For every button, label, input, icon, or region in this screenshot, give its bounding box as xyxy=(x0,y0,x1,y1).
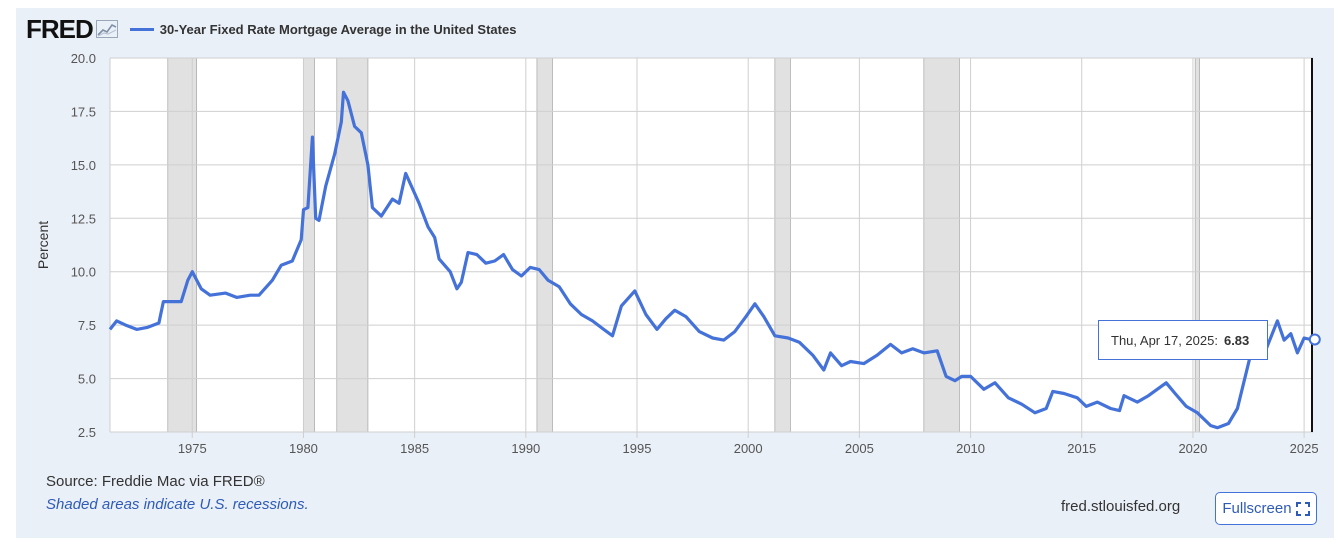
y-tick-label: 5.0 xyxy=(78,372,96,387)
recession-band xyxy=(923,57,960,433)
x-tick-label: 2010 xyxy=(956,441,985,456)
x-tick-labels: 1975 1980 1985 1990 1995 2000 2005 2010 2015 2020… xyxy=(178,441,1319,456)
recession-note: Shaded areas indicate U.S. recessions. xyxy=(46,496,309,513)
fred-logo[interactable]: FRED xyxy=(26,13,94,44)
x-tick-label: 2000 xyxy=(734,441,763,456)
x-tick-label: 2005 xyxy=(845,441,874,456)
y-tick-label: 10.0 xyxy=(71,265,96,280)
y-tick-label: 20.0 xyxy=(71,51,96,66)
recession-band xyxy=(536,57,553,433)
hover-tooltip: Thu, Apr 17, 2025: 6.83 xyxy=(1098,320,1268,360)
x-tick-label: 1995 xyxy=(623,441,652,456)
fullscreen-label: Fullscreen xyxy=(1222,500,1292,517)
source-text: Source: Freddie Mac via FRED® xyxy=(46,473,265,490)
recession-band xyxy=(303,57,315,433)
legend-swatch xyxy=(129,27,154,31)
plot-area xyxy=(110,58,1313,432)
recession-band xyxy=(1194,57,1200,433)
site-url[interactable]: fred.stlouisfed.org xyxy=(1061,498,1181,515)
x-gridlines xyxy=(109,58,1305,438)
hover-point-marker[interactable] xyxy=(1308,333,1321,346)
x-tick-label: 2020 xyxy=(1178,441,1207,456)
x-tick-label: 1975 xyxy=(178,441,207,456)
y-tick-labels: 2.5 5.0 7.5 10.0 12.5 15.0 17.5 20.0 xyxy=(71,51,96,440)
chart-line-icon xyxy=(95,20,118,38)
x-tick-label: 2025 xyxy=(1290,441,1319,456)
legend-series-label: 30-Year Fixed Rate Mortgage Average in t… xyxy=(159,21,517,37)
tooltip-date: Thu, Apr 17, 2025: xyxy=(1111,332,1218,348)
x-tick-label: 2015 xyxy=(1067,441,1096,456)
fullscreen-button[interactable]: Fullscreen xyxy=(1215,492,1317,525)
y-tick-label: 15.0 xyxy=(71,158,96,173)
series-line-mortgage-rate[interactable] xyxy=(108,90,1312,430)
chart-header: FRED 30-Year Fixed Rate Mortgage Average… xyxy=(26,14,516,44)
x-tick-label: 1980 xyxy=(289,441,318,456)
y-tick-label: 17.5 xyxy=(71,104,96,119)
y-tick-label: 7.5 xyxy=(78,318,96,333)
tooltip-value: 6.83 xyxy=(1223,332,1250,348)
x-tick-label: 1990 xyxy=(511,441,540,456)
expand-icon xyxy=(1295,501,1310,516)
x-tick-label: 1985 xyxy=(400,441,429,456)
y-axis-label: Percent xyxy=(35,221,51,269)
recession-band xyxy=(774,57,791,433)
y-tick-label: 12.5 xyxy=(71,211,96,226)
y-tick-label: 2.5 xyxy=(78,425,96,440)
